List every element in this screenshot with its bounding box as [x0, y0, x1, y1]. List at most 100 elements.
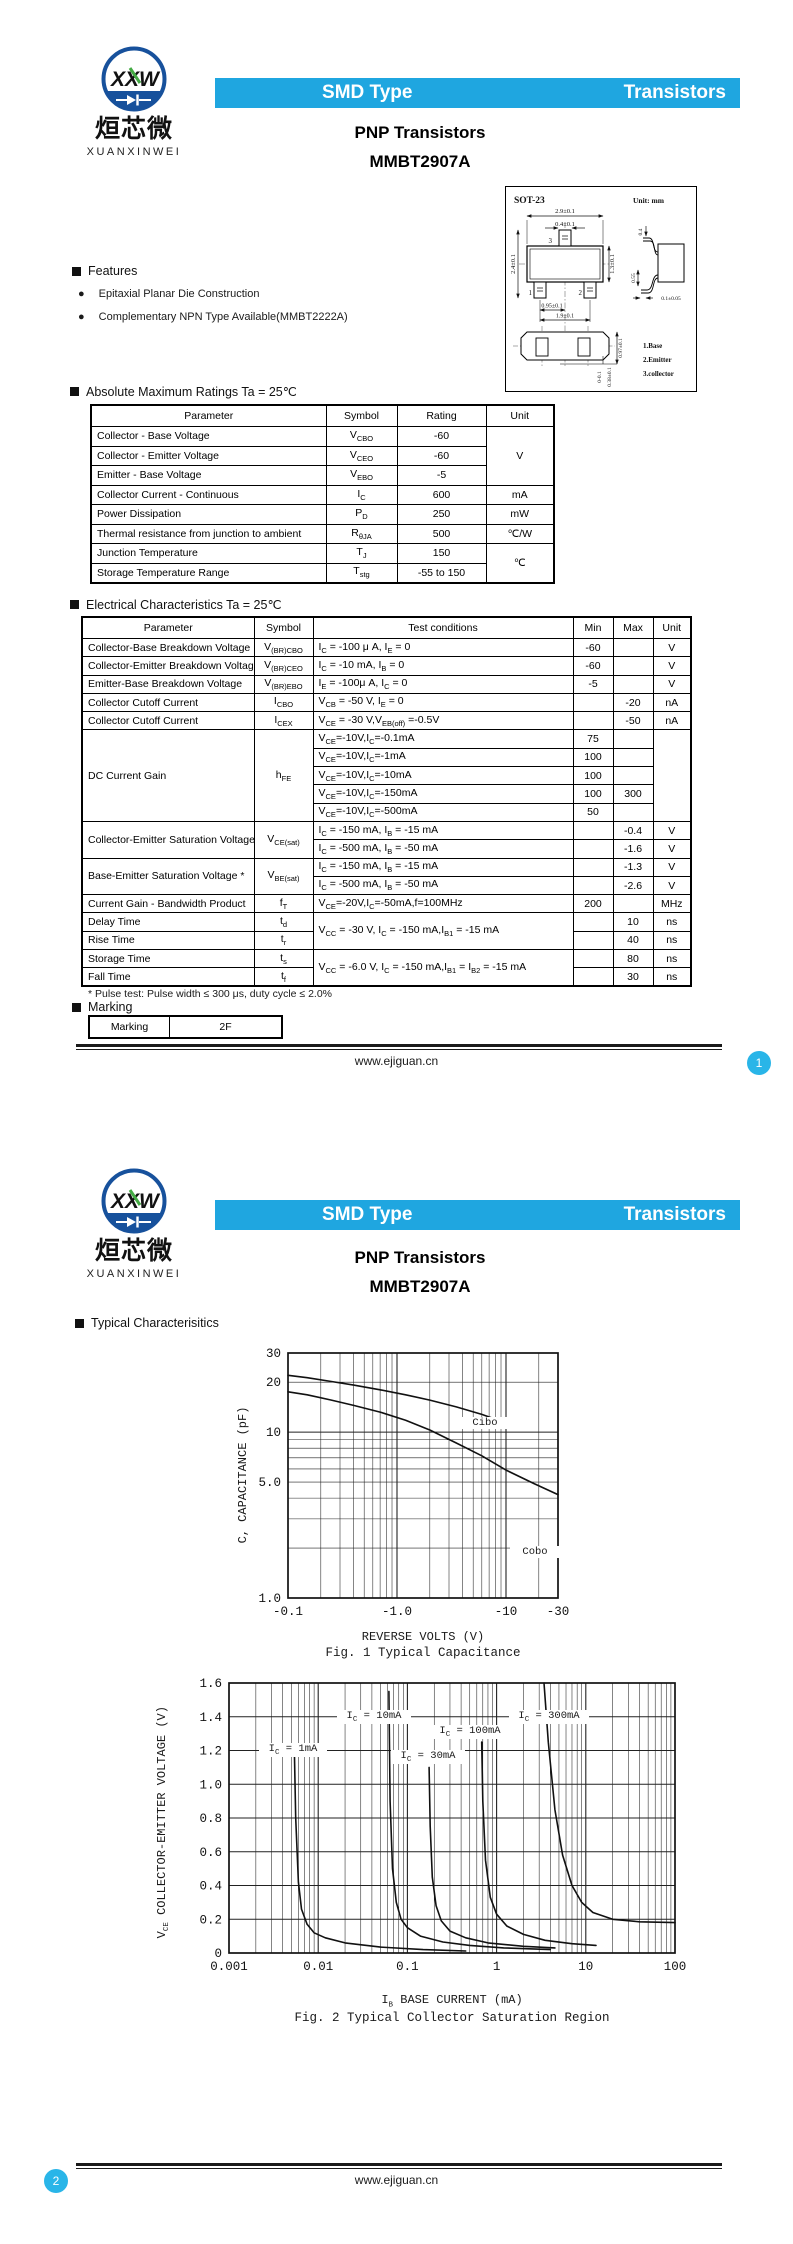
table-cell: VCC = -30 V, IC = -150 mA,IB1 = -15 mA: [312, 912, 574, 951]
column-header: Rating: [396, 404, 487, 427]
table-cell: -60: [572, 656, 614, 676]
page-number-badge: 2: [44, 2169, 68, 2193]
table-row: Emitter - Base Voltage VEBO -5: [90, 465, 554, 486]
table-cell: -60: [572, 637, 614, 658]
table-cell: IC = -500 mA, IB = -50 mA: [312, 875, 574, 896]
abs-max-heading: Absolute Maximum Ratings Ta = 25℃: [70, 384, 297, 399]
table-cell: V: [652, 656, 692, 676]
table-row: Delay Time td VCC = -30 V, IC = -150 mA,IB…: [81, 912, 692, 951]
x-tick-label: 10: [578, 1960, 593, 1974]
table-row: VCE=-10V,IC=-1mA 100: [82, 747, 691, 768]
table-cell: 200: [572, 894, 614, 914]
pin3-label: 3: [549, 237, 553, 245]
table-cell: 80: [612, 949, 654, 969]
y-tick-label: 0.8: [199, 1812, 222, 1826]
data-curve: [287, 1374, 500, 1421]
table-cell: [572, 967, 614, 987]
table-cell: [572, 875, 614, 896]
header-smd-type: SMD Type: [322, 82, 413, 103]
table-row: Power Dissipation PD 250 mW: [90, 504, 555, 525]
y-tick-label: 20: [266, 1376, 281, 1390]
table-cell: VCE=-10V,IC=-150mA: [312, 784, 574, 804]
fig2-series-label-30ma: IC = 30mA: [391, 1750, 465, 1765]
dim-lead-width: 0.38±0.1: [607, 367, 613, 387]
elec-heading: Electrical Characteristics Ta = 25℃: [70, 597, 281, 612]
table-cell: 150: [396, 543, 487, 564]
brand-name-en: XUANXINWEI: [86, 146, 182, 158]
table-cell: V: [652, 857, 692, 877]
part-number: MMBT2907A: [369, 152, 471, 171]
data-curve: [388, 1690, 552, 1951]
table-cell: Collector-Emitter Breakdown Voltage*: [81, 656, 255, 676]
table-cell: [612, 656, 654, 676]
table-cell: [652, 729, 692, 822]
table-row: Storage Time ts VCC = -6.0 V, IC = -150 mA…: [81, 949, 692, 987]
table-cell: TJ: [325, 543, 398, 564]
features-heading: Features: [72, 264, 137, 278]
fig2-series-label-10ma: IC = 10mA: [337, 1710, 411, 1725]
feature-item: ● Complementary NPN Type Available(MMBT2…: [78, 310, 348, 323]
column-header: Min: [572, 616, 614, 639]
pin2-label: 2: [579, 289, 583, 297]
table-cell: [572, 692, 614, 713]
table-row: Thermal resistance from junction to ambi…: [90, 523, 555, 544]
fig1-series-label-cibo: Cibo: [460, 1417, 510, 1429]
table-cell: [612, 674, 654, 694]
table-cell: Storage Time: [81, 949, 255, 969]
dim-pitch: 0.95±0.1: [541, 304, 562, 310]
table-cell: VCE=-10V,IC=-0.1mA: [312, 729, 574, 749]
dim-tab-width: 0.4±0.1: [555, 221, 575, 228]
table-cell: V(BR)CEO: [253, 656, 314, 676]
fig2-saturation-chart: 0.001 0.01 0.1 1 10 100 0 0.2 0.4 0.6 0.8 1.0 1.2 1.4…: [199, 1677, 686, 1974]
table-cell: IC = -10 mA, IB = 0: [312, 656, 574, 676]
table-cell: td: [253, 912, 314, 932]
brand-name-en: XUANXINWEI: [86, 1268, 182, 1280]
table-cell: 10: [612, 912, 654, 932]
table-cell: [572, 839, 614, 859]
brand-name-cn: 烜芯微: [94, 115, 173, 143]
x-tick-label: -10: [495, 1605, 518, 1619]
table-cell: [612, 747, 654, 768]
table-row: Collector Current - Continuous IC 600 mA: [90, 484, 555, 505]
table-cell: DC Current Gain: [81, 729, 255, 822]
table-cell: VBE(sat): [253, 857, 314, 896]
table-cell: V: [652, 637, 692, 658]
table-cell: -60: [396, 426, 487, 447]
dim-lead-thickness: 0.1±0.05: [661, 296, 681, 302]
table-cell: ts: [253, 949, 314, 969]
table-cell: [612, 894, 654, 914]
table-row: IC = -500 mA, IB = -50 mA -1.6 V: [82, 839, 692, 859]
table-cell: -50: [612, 711, 654, 731]
brand-name-cn: 烜芯微: [94, 1237, 173, 1265]
table-cell: 500: [396, 523, 487, 544]
part-number: MMBT2907A: [369, 1277, 471, 1296]
header-bar: SMD Type Transistors: [215, 1200, 740, 1230]
table-cell: IE = -100μ A, IC = 0: [312, 674, 574, 694]
table-cell: 100: [572, 747, 614, 768]
data-curve: [287, 1391, 559, 1496]
table-cell: VCB = -50 V, IE = 0: [312, 692, 574, 713]
y-tick-label: 5.0: [258, 1476, 281, 1490]
footer-divider: [76, 2163, 722, 2169]
footer-url: www.ejiguan.cn: [354, 1054, 439, 1068]
table-cell: Emitter-Base Breakdown Voltage: [81, 674, 255, 694]
column-header: Max: [612, 616, 654, 639]
fig2-series-label-1ma: IC = 1mA: [259, 1743, 327, 1758]
fig2-series-label-300ma: IC = 300mA: [509, 1710, 589, 1725]
marking-label-cell: Marking: [88, 1015, 170, 1039]
table-cell: VCE=-10V,IC=-1mA: [312, 747, 574, 768]
table-cell: VCE=-20V,IC=-50mA,f=100MHz: [312, 894, 574, 914]
table-row: Collector - Base Voltage VCBO -60 V: [90, 426, 555, 486]
table-cell: Collector - Base Voltage: [90, 426, 327, 447]
page-title: PNP Transistors: [354, 1248, 486, 1267]
fig1-y-axis-label: C, CAPACITANCE (pF): [236, 1406, 250, 1544]
data-curve: [480, 1741, 597, 1947]
section-square-icon: [75, 1318, 84, 1328]
table-row: Base-Emitter Saturation Voltage * VBE(sat…: [81, 857, 692, 896]
fig2-y-axis-label: VCE COLLECTOR-EMITTER VOLTAGE (V): [154, 1706, 172, 1939]
table-cell: Collector Cutoff Current: [81, 711, 255, 731]
dim-standoff: 0-0.1: [597, 371, 603, 383]
section-square-icon: [72, 1002, 81, 1012]
y-tick-label: 0: [214, 1947, 222, 1961]
